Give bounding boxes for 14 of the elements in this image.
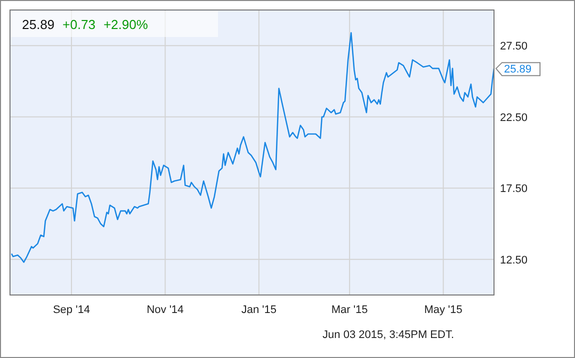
- y-tick-label: 27.50: [500, 40, 528, 53]
- text: +0.73 +2.90%: [62, 17, 148, 32]
- x-tick-label: May '15: [424, 304, 462, 316]
- annotation: 25.89: [504, 64, 532, 76]
- text: Jun 03 2015, 3:45PM EDT.: [322, 329, 454, 341]
- x-tick-label: Sep '14: [52, 304, 90, 316]
- x-tick-label: Jan '15: [241, 304, 276, 316]
- y-tick-label: 17.50: [500, 183, 528, 196]
- y-tick-label: 12.50: [500, 254, 528, 266]
- line-series: [10, 32, 495, 263]
- text: 25.89: [22, 17, 55, 32]
- x-tick-label: Mar '15: [331, 304, 368, 316]
- y-tick-label: 22.50: [500, 112, 528, 124]
- x-tick-label: Nov '14: [146, 304, 184, 316]
